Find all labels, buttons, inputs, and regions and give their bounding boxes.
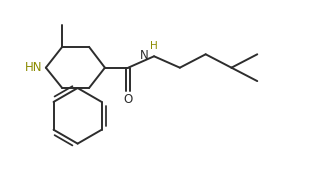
Text: N: N — [140, 49, 149, 62]
Text: HN: HN — [24, 61, 42, 74]
Text: H: H — [150, 41, 157, 51]
Text: O: O — [124, 94, 133, 107]
